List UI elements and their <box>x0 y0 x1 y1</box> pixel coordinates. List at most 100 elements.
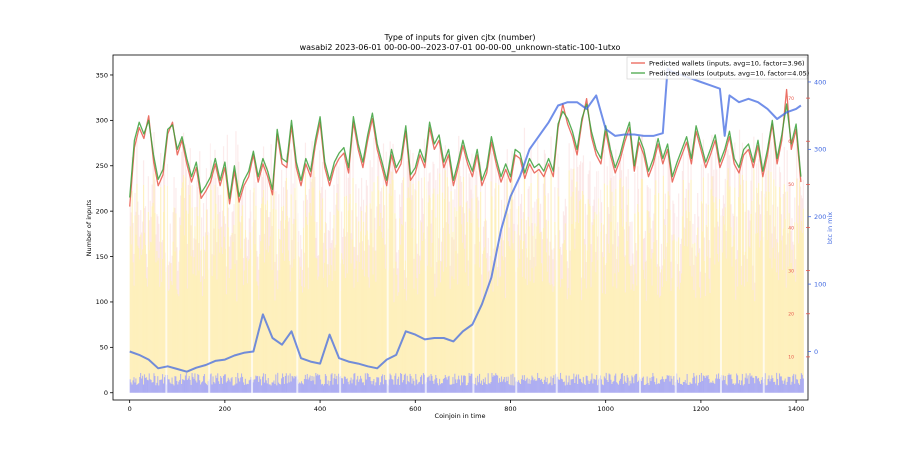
background-bar-yellow <box>392 179 394 380</box>
background-bar-blue <box>435 374 437 393</box>
background-bar-pink <box>767 143 769 171</box>
background-bar-blue <box>477 375 479 393</box>
background-bar-pink <box>659 266 661 298</box>
background-bar-yellow <box>365 205 367 380</box>
background-bar-yellow <box>283 260 286 384</box>
background-bar-blue <box>363 385 366 393</box>
background-bar-blue <box>658 383 660 393</box>
background-bar-yellow <box>778 280 780 386</box>
background-bar-pink <box>481 253 484 299</box>
y3-tick-label: 0 <box>814 348 818 356</box>
background-bar-blue <box>231 377 233 393</box>
background-bar-pink <box>776 239 778 273</box>
background-bar-pink <box>474 244 476 265</box>
background-bar-blue <box>373 378 375 393</box>
background-bar-yellow <box>646 210 648 377</box>
background-bar-yellow <box>752 290 754 378</box>
background-bar-pink <box>457 253 459 285</box>
background-bar-pink <box>542 183 545 228</box>
background-bar-yellow <box>336 192 338 376</box>
background-bar-pink <box>439 147 441 174</box>
background-bar-pink <box>380 191 382 213</box>
background-bar-blue <box>487 373 489 393</box>
background-bar-yellow <box>711 176 713 383</box>
background-bar-yellow <box>562 243 565 382</box>
background-bar-blue <box>192 376 194 393</box>
background-bar-blue <box>397 378 399 393</box>
background-bar-blue <box>798 383 800 393</box>
background-bar-blue <box>582 377 585 393</box>
background-bar-pink <box>361 241 364 270</box>
background-bar-blue <box>730 374 732 393</box>
y2-tick-label: 40 <box>788 225 794 231</box>
background-bar-blue <box>460 375 463 393</box>
background-bar-yellow <box>672 240 674 385</box>
background-bar-blue <box>174 376 176 393</box>
background-bar-pink <box>765 159 767 192</box>
background-bar-yellow <box>318 276 320 376</box>
background-bar-yellow <box>519 258 521 383</box>
background-bar-blue <box>184 375 187 393</box>
background-bar-yellow <box>775 186 777 385</box>
background-bar-blue <box>679 383 682 393</box>
background-bar-yellow <box>458 170 460 376</box>
background-bar-blue <box>653 376 655 393</box>
background-bar-yellow <box>235 173 237 377</box>
background-bar-yellow <box>696 256 698 376</box>
background-bar-blue <box>391 378 393 393</box>
background-bar-pink <box>326 264 328 288</box>
background-bar-pink <box>355 184 357 203</box>
background-bar-blue <box>697 385 699 393</box>
background-bar-pink <box>774 226 776 259</box>
background-bar-pink <box>541 239 544 282</box>
background-bar-yellow <box>531 267 533 376</box>
background-bar-pink <box>597 236 599 261</box>
background-bar-yellow <box>448 233 450 376</box>
background-bar-yellow <box>209 171 211 375</box>
background-bar-blue <box>428 375 430 393</box>
background-bar-yellow <box>503 204 506 377</box>
background-bar-pink <box>145 253 148 279</box>
background-bar-yellow <box>317 279 319 374</box>
background-bar-yellow <box>691 276 693 384</box>
background-bar-blue <box>471 373 473 393</box>
background-bar-blue <box>351 383 353 393</box>
background-bar-blue <box>657 383 659 393</box>
background-bar-yellow <box>281 253 284 374</box>
background-bar-blue <box>514 377 516 393</box>
background-bar-pink <box>209 143 211 172</box>
background-bar-pink <box>178 261 180 297</box>
background-bar-blue <box>710 381 712 393</box>
background-bar-pink <box>241 193 243 216</box>
background-bar-pink <box>795 259 797 282</box>
background-bar-blue <box>354 373 356 393</box>
background-bar-yellow <box>578 222 580 375</box>
background-bar-yellow <box>342 264 345 384</box>
background-bar-pink <box>167 265 169 291</box>
background-bar-blue <box>242 376 244 393</box>
background-bar-blue <box>797 379 799 393</box>
background-bar-yellow <box>624 292 626 382</box>
background-bar-yellow <box>237 183 239 373</box>
background-bar-yellow <box>172 241 174 385</box>
gap-band <box>386 55 389 400</box>
background-bar-yellow <box>513 250 515 386</box>
background-bar-yellow <box>543 172 546 380</box>
background-bar-blue <box>203 374 206 393</box>
background-bar-blue <box>616 382 618 393</box>
background-bar-pink <box>320 193 322 230</box>
background-bar-pink <box>641 134 644 179</box>
background-bar-pink <box>552 259 554 292</box>
background-bar-pink <box>760 191 763 231</box>
background-bar-pink <box>764 173 766 198</box>
background-bar-pink <box>144 206 147 246</box>
background-bar-pink <box>632 253 634 285</box>
background-bar-blue <box>454 373 456 393</box>
background-bar-pink <box>295 200 297 220</box>
background-bar-blue <box>280 384 282 393</box>
background-bar-pink <box>573 139 575 169</box>
background-bar-yellow <box>379 225 381 386</box>
background-bar-blue <box>216 378 218 393</box>
background-bar-blue <box>185 372 188 393</box>
